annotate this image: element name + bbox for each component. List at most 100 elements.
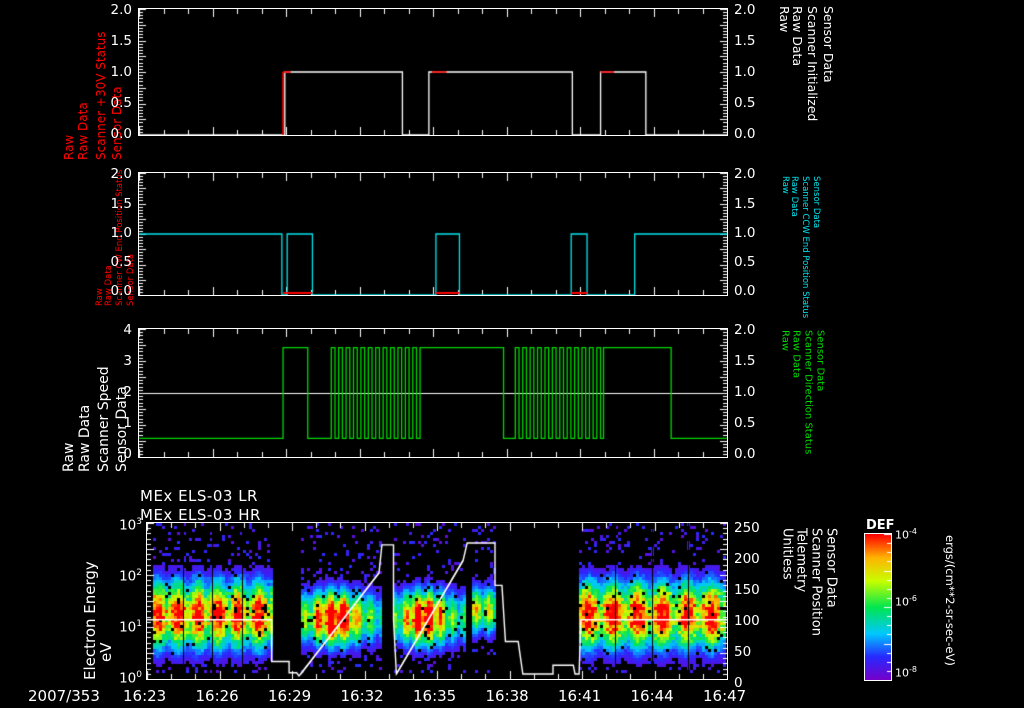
panel-2-left-axis-ticks: 2.0 1.5 1.0 0.5 0.0 [88,166,136,314]
spectrogram-r-ytick-150: 150 [734,582,760,598]
panel-3-right-axis-ticks: 2.0 1.5 1.0 0.5 0.0 [732,322,778,472]
time-tick-2: 16:29 [268,687,312,705]
panel-1-right-label-line4: Raw [777,6,793,33]
panel-1-plot[interactable] [138,8,728,136]
panel-3-canvas [139,329,727,457]
panel-1-r-ytick-0: 0.0 [734,126,756,142]
spectrogram-left-ticks: 103 102 101 100 [108,515,144,687]
panel-3-left-axis-ticks: 4 3 2 1 0 [100,322,136,472]
panel-1-canvas [139,9,727,135]
spectrogram-plot[interactable] [146,522,728,680]
time-date-prefix: 2007/353 [28,687,100,705]
panel-3-right-label: Sensor Data Scanner Direction Status Raw… [778,330,868,470]
colorbar-title: DEF [866,518,895,533]
panel-2-right-label-line4: Raw [779,176,790,194]
panel-1-right-label-line3: Raw Data [790,6,806,67]
panel-1-right-label: Sensor Data Scanner Initialized Raw Data… [777,6,868,161]
spectrogram-right-ticks: 250 200 150 100 50 0 [732,515,778,691]
panel-3-right-label-line1: Sensor Data [814,330,826,392]
panel-2-canvas [139,173,727,295]
panel-3-ytick-3: 3 [123,353,132,369]
panel-2-ytick-05: 0.5 [110,254,132,270]
panel-1-ytick-05: 0.5 [110,95,132,111]
spectrogram-right-label-line4: Unitless [779,528,795,580]
panel-1-r-ytick-1: 1.0 [734,64,756,80]
panel-1-ytick-15: 1.5 [110,33,132,49]
colorbar-units: ergs/(cm**2-sr-sec-eV) [943,535,958,666]
colorbar-ticks: 10-4 10-6 10-8 [893,525,937,690]
time-tick-3: 16:32 [340,687,384,705]
panel-2-right-label-line1: Sensor Data [810,176,821,229]
panel-3-left-label-line3: Raw Data [77,404,94,472]
time-tick-6: 16:41 [558,687,602,705]
panel-2-r-ytick-2: 2.0 [734,166,756,182]
panel-2-ytick-1: 1.0 [110,225,132,241]
legend-lr: MEx ELS-03 LR [140,487,258,505]
colorbar-tick-1: 10-4 [895,527,917,542]
spectrogram-ytick-1e1: 101 [119,619,142,636]
panel-3-ytick-4: 4 [123,322,132,338]
panel-2-r-ytick-0: 0.0 [734,283,756,299]
panel-1-r-ytick-15: 1.5 [734,33,756,49]
panel-2-plot[interactable] [138,172,728,296]
spectrogram-r-ytick-0: 0 [734,675,743,691]
panel-2-right-axis-ticks: 2.0 1.5 1.0 0.5 0.0 [732,166,778,314]
panel-1-left-label-line4: Raw [62,134,77,160]
spectrogram-right-label-line1: Sensor Data [823,528,839,608]
panel-3-r-ytick-0: 0.0 [734,446,756,462]
panel-3-plot[interactable] [138,328,728,458]
panel-3-right-label-line2: Scanner Direction Status [802,330,814,455]
panel-2-r-ytick-1: 1.0 [734,225,756,241]
panel-3-r-ytick-15: 1.5 [734,353,756,369]
panel-3-right-label-line4: Raw [779,330,791,352]
colorbar-tick-2: 10-6 [895,594,917,609]
time-tick-7: 16:44 [630,687,674,705]
spectrogram-r-ytick-50: 50 [734,644,752,660]
panel-1-r-ytick-05: 0.5 [734,95,756,111]
panel-1-r-ytick-2: 2.0 [734,2,756,18]
spectrogram-right-label-line2: Scanner Position [808,528,824,636]
panel-1-left-axis-ticks: 2.0 1.5 1.0 0.5 0.0 [88,0,136,165]
spectrogram-r-ytick-250: 250 [734,520,760,536]
spectrogram-ytick-1e0: 100 [119,670,142,687]
time-tick-1: 16:26 [195,687,239,705]
time-tick-4: 16:35 [413,687,457,705]
panel-3-ytick-2: 2 [123,384,132,400]
panel-3-ytick-0: 0 [123,446,132,462]
panel-2-ytick-2: 2.0 [110,166,132,182]
time-axis: 16:23 16:26 16:29 16:32 16:35 16:38 16:41 16:44… [0,687,1024,707]
panel-1-ytick-0: 0.0 [110,126,132,142]
panel-1-ytick-1: 1.0 [110,64,132,80]
panel-2-right-label-line3: Raw Data [788,176,799,217]
spectrogram-ytick-1e2: 102 [119,568,142,585]
panel-2-r-ytick-15: 1.5 [734,196,756,212]
colorbar-canvas [865,534,891,680]
spectrogram-canvas [147,523,727,679]
panel-2-right-label-line2: Scanner CCW End Position Status [799,176,810,319]
panel-1-right-label-line1: Sensor Data [821,6,837,83]
colorbar[interactable] [864,533,892,681]
spectrogram-right-label-line3: Telemetry [793,528,809,593]
time-tick-8: 16:47 [703,687,747,705]
spectrogram-left-label: Electron Energy eV [55,530,115,680]
panel-3-ytick-1: 1 [123,415,132,431]
panel-3-right-label-line3: Raw Data [790,330,802,379]
spectrogram-right-label: Sensor Data Scanner Position Telemetry U… [779,528,862,678]
panel-3-r-ytick-1: 1.0 [734,384,756,400]
panel-3-r-ytick-2: 2.0 [734,322,756,338]
panel-3-left-label-line4: Raw [61,442,78,472]
panel-2-ytick-15: 1.5 [110,196,132,212]
time-tick-0: 16:23 [123,687,167,705]
panel-2-ytick-0: 0.0 [110,283,132,299]
panel-2-r-ytick-05: 0.5 [734,254,756,270]
panel-1-right-axis-ticks: 2.0 1.5 1.0 0.5 0.0 [732,0,778,165]
panel-1-ytick-2: 2.0 [110,2,132,18]
spectrogram-r-ytick-100: 100 [734,613,760,629]
spectrogram-r-ytick-200: 200 [734,551,760,567]
spectrogram-ytick-1e3: 103 [119,517,142,534]
legend-hr: MEx ELS-03 HR [140,506,261,524]
colorbar-tick-3: 10-8 [895,665,917,680]
panel-1-right-label-line2: Scanner Initialized [805,6,821,122]
time-tick-5: 16:38 [485,687,529,705]
panel-3-r-ytick-05: 0.5 [734,415,756,431]
